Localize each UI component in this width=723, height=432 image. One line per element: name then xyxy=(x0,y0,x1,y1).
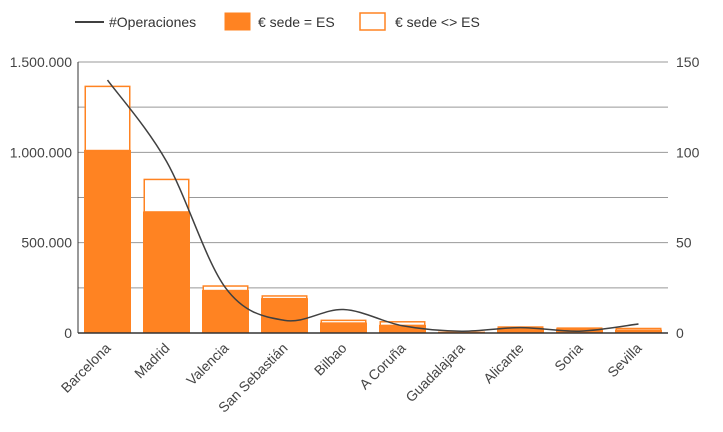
left-tick-label: 500.000 xyxy=(21,235,72,251)
left-axis-ticks: 0 500.000 1.000.000 1.500.000 xyxy=(10,54,73,341)
left-tick-label: 0 xyxy=(64,325,72,341)
bar-sede-no-es[interactable] xyxy=(379,321,426,327)
legend-label-operaciones: #Operaciones xyxy=(109,14,196,30)
bar-sede-es[interactable] xyxy=(261,298,308,334)
x-tick-label: Barcelona xyxy=(58,340,114,396)
bars xyxy=(84,85,662,334)
legend-swatch-sede-no-es xyxy=(359,12,386,31)
bar-sede-no-es[interactable] xyxy=(320,319,367,324)
right-tick-label: 50 xyxy=(676,235,692,251)
operaciones-series-line[interactable] xyxy=(106,79,639,332)
left-tick-label: 1.500.000 xyxy=(10,54,72,70)
bar-sede-no-es[interactable] xyxy=(84,85,131,152)
right-tick-label: 150 xyxy=(676,54,700,70)
legend-swatch-sede-es xyxy=(224,12,251,31)
bar-sede-es[interactable] xyxy=(379,324,426,334)
bar-sede-es[interactable] xyxy=(84,150,131,334)
x-tick-label: A Coruña xyxy=(356,340,409,393)
bar-sede-no-es[interactable] xyxy=(556,327,603,330)
right-tick-label: 0 xyxy=(676,325,684,341)
x-tick-label: Alicante xyxy=(480,340,527,387)
legend-label-sede-es: € sede = ES xyxy=(258,14,335,30)
x-tick-label: Soria xyxy=(551,340,586,375)
bar-sede-es[interactable] xyxy=(202,290,249,334)
legend-label-sede-no-es: € sede <> ES xyxy=(395,14,480,30)
left-tick-label: 1.000.000 xyxy=(10,144,72,160)
bar-sede-no-es[interactable] xyxy=(261,295,308,300)
bar-sede-es[interactable] xyxy=(143,211,190,334)
legend-item-sede-no-es[interactable]: € sede <> ES xyxy=(359,12,480,31)
x-tick-label: Madrid xyxy=(131,340,173,382)
legend-item-operaciones[interactable]: #Operaciones xyxy=(75,14,196,30)
bar-sede-no-es[interactable] xyxy=(143,178,190,213)
legend: #Operaciones € sede = ES € sede <> ES xyxy=(75,12,480,31)
right-axis-ticks: 0 50 100 150 xyxy=(676,54,700,341)
bar-sede-no-es[interactable] xyxy=(615,327,662,332)
operaciones-line xyxy=(106,79,639,332)
x-tick-label: Bilbao xyxy=(311,340,350,379)
legend-item-sede-es[interactable]: € sede = ES xyxy=(224,12,335,31)
x-tick-label: Guadalajara xyxy=(402,340,467,405)
x-tick-label: Valencia xyxy=(183,340,232,389)
right-tick-label: 100 xyxy=(676,144,700,160)
x-tick-label: Sevilla xyxy=(604,340,645,381)
bar-sede-es[interactable] xyxy=(320,322,367,334)
axes xyxy=(77,62,668,334)
